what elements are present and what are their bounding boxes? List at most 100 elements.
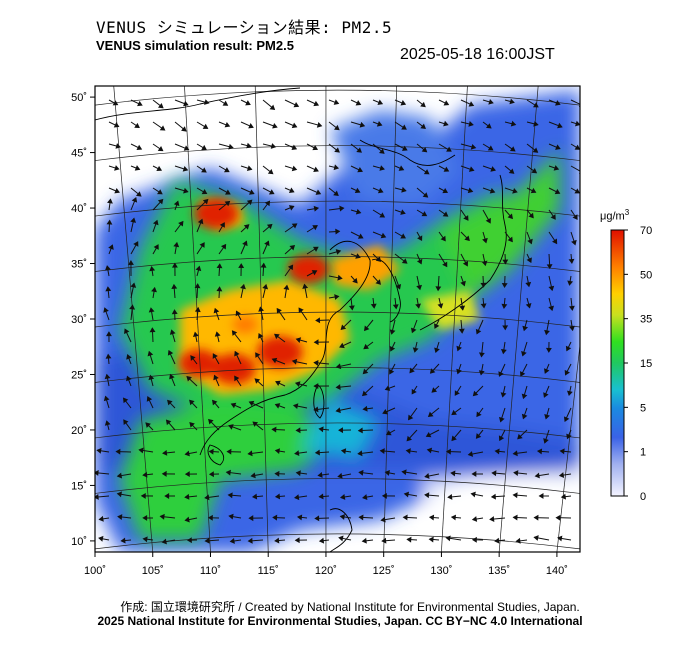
wind-arrow-head xyxy=(513,470,519,476)
parallel-line xyxy=(95,256,580,272)
wind-arrow-head xyxy=(434,347,440,354)
wind-arrow-head xyxy=(458,328,465,334)
wind-arrow-head xyxy=(271,357,278,364)
wind-arrow-head xyxy=(512,187,518,194)
wind-arrow-head xyxy=(385,430,392,436)
wind-arrow-head xyxy=(312,246,319,252)
wind-arrow-head xyxy=(247,450,253,457)
wind-arrow-head xyxy=(515,537,521,544)
wind-arrow-head xyxy=(512,492,518,499)
wind-arrow-head xyxy=(184,516,190,523)
wind-arrow-head xyxy=(526,257,532,264)
wind-arrow-head xyxy=(460,280,466,287)
wind-arrow-head xyxy=(229,538,235,544)
wind-arrow-head xyxy=(435,286,442,292)
wind-arrow-head xyxy=(468,121,474,127)
wind-arrow-head xyxy=(538,493,544,499)
wind-arrow-head xyxy=(129,304,136,310)
wind-arrow-shaft xyxy=(570,99,580,105)
wind-arrow-head xyxy=(357,427,363,434)
wind-arrow-head xyxy=(415,303,421,309)
wind-arrow-head xyxy=(338,535,344,542)
wind-arrow-head xyxy=(571,239,577,246)
wind-arrow-head xyxy=(398,165,405,171)
coastline-northeast xyxy=(359,139,456,166)
wind-arrow-head xyxy=(557,535,563,542)
coastline-china-east xyxy=(199,240,371,456)
wind-arrow-head xyxy=(411,388,417,395)
wind-arrow-head xyxy=(182,165,189,172)
wind-arrow-head xyxy=(545,347,552,353)
wind-arrow-head xyxy=(560,493,567,500)
wind-arrow-head xyxy=(248,189,255,195)
wind-arrow-head xyxy=(334,147,340,153)
wind-arrow-head xyxy=(106,219,113,225)
wind-arrow-head xyxy=(468,101,475,107)
wind-arrow-head xyxy=(361,537,367,544)
wind-arrow-head xyxy=(544,413,550,420)
wind-arrow-head xyxy=(178,220,184,227)
wind-arrow-head xyxy=(428,536,434,543)
wind-arrow-head xyxy=(314,515,320,522)
wind-arrow-head xyxy=(499,416,505,423)
wind-arrow-head xyxy=(142,515,148,521)
wind-arrow-head xyxy=(364,325,370,332)
wind-arrow-head xyxy=(450,470,456,477)
meridian-line xyxy=(498,86,539,552)
wind-arrow-head xyxy=(340,448,347,455)
wind-arrow-head xyxy=(126,354,132,360)
wind-arrow-head xyxy=(471,471,477,477)
wind-arrow-head xyxy=(195,265,202,272)
wind-arrow-head xyxy=(291,165,298,172)
wind-arrow-head xyxy=(149,327,156,333)
wind-arrow-head xyxy=(489,187,496,194)
wind-arrow-head xyxy=(161,538,167,545)
wind-arrow-head xyxy=(264,240,270,247)
wind-arrow-head xyxy=(358,469,364,476)
wind-arrow-head xyxy=(140,492,146,499)
wind-arrow-head xyxy=(173,241,180,248)
wind-arrow-head xyxy=(112,100,119,106)
wind-arrow-head xyxy=(184,493,190,500)
pm25-hotspot xyxy=(287,254,330,284)
wind-arrow-head xyxy=(313,166,319,173)
wind-arrow-head xyxy=(381,492,387,499)
wind-arrow-head xyxy=(400,100,407,106)
wind-arrow-head xyxy=(130,217,137,223)
wind-arrow-head xyxy=(337,274,343,281)
wind-arrow-head xyxy=(543,392,549,398)
wind-arrow-head xyxy=(234,350,240,357)
wind-arrow-head xyxy=(169,373,175,380)
wind-arrow-head xyxy=(525,281,532,288)
wind-arrow-head xyxy=(318,537,325,544)
wind-arrow-head xyxy=(517,433,523,440)
wind-arrow-head xyxy=(548,305,555,312)
wind-arrow-head xyxy=(184,450,190,457)
title-english: VENUS simulation result: PM2.5 xyxy=(96,38,294,53)
wind-arrow-head xyxy=(431,387,438,393)
wind-arrow-head xyxy=(219,222,225,228)
wind-arrow-head xyxy=(316,122,323,128)
wind-arrow-head xyxy=(295,470,301,477)
wind-arrow-head xyxy=(445,535,451,542)
wind-arrow-head xyxy=(380,232,387,239)
wind-arrow-head xyxy=(377,99,384,105)
meridian-line xyxy=(95,548,96,552)
wind-arrow-head xyxy=(248,400,255,407)
wind-arrow-head xyxy=(146,396,153,402)
wind-arrow-head xyxy=(131,197,138,203)
wind-arrow-head xyxy=(276,307,282,314)
wind-arrow-head xyxy=(384,385,391,391)
wind-arrow-head xyxy=(521,350,527,357)
longitude-tick-label: 135˚ xyxy=(488,565,510,577)
wind-arrow-head xyxy=(494,448,500,455)
coastline-hainan xyxy=(207,444,224,466)
wind-arrow-head xyxy=(223,167,230,173)
wind-arrow-head xyxy=(521,393,528,400)
wind-arrow-head xyxy=(509,146,516,152)
wind-arrow-head xyxy=(222,100,229,106)
wind-arrow-head xyxy=(406,536,412,543)
wind-arrow-head xyxy=(339,342,345,349)
wind-arrow-head xyxy=(183,145,190,151)
wind-arrow-head xyxy=(156,165,163,172)
